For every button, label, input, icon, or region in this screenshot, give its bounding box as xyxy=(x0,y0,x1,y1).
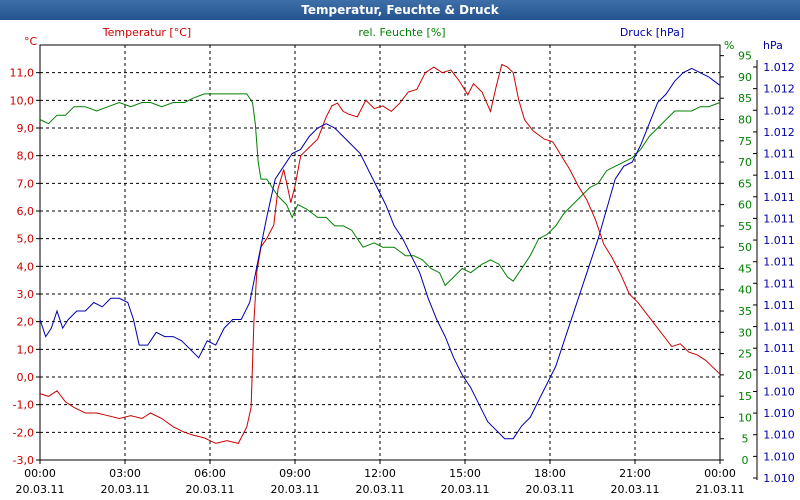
humidity-tick-label: 60 xyxy=(738,199,752,212)
temperature-tick-label: -1,0 xyxy=(13,399,34,412)
temperature-tick-label: 8,0 xyxy=(17,150,35,163)
grid-lines xyxy=(40,45,720,460)
humidity-tick-label: 55 xyxy=(738,220,752,233)
humidity-tick-label: 5 xyxy=(742,433,749,446)
temperature-tick-label: 6,0 xyxy=(17,205,35,218)
humidity-axis-ticks: 0 5 10 15 20 25 30 35 40 45 50 55 60 65 70 75 80 85 90 95 xyxy=(720,50,752,467)
date-tick-label: 20.03.11 xyxy=(16,483,65,496)
time-tick-label: 12:00 xyxy=(364,467,396,480)
pressure-tick-label: 1.010 xyxy=(763,472,795,485)
pressure-tick-label: 1.011 xyxy=(763,256,795,269)
temperature-tick-label: 10,0 xyxy=(10,94,35,107)
pressure-tick-label: 1.012 xyxy=(763,126,795,139)
weather-chart: -3,0 -2,0 -1,0 0,0 1,0 2,0 3,0 4,0 5,0 6,0 7,0 8,0 9… xyxy=(10,26,795,496)
date-tick-label: 20.03.11 xyxy=(441,483,490,496)
humidity-series-line xyxy=(39,93,721,287)
pressure-tick-label: 1.011 xyxy=(763,321,795,334)
pressure-tick-label: 1.011 xyxy=(763,277,795,290)
plot-area xyxy=(39,44,721,461)
pressure-tick-label: 1.010 xyxy=(763,450,795,463)
time-tick-label: 15:00 xyxy=(449,467,481,480)
date-tick-label: 20.03.11 xyxy=(271,483,320,496)
temperature-unit-label: °C xyxy=(24,35,38,48)
temperature-tick-label: 1,0 xyxy=(17,343,35,356)
temperature-tick-label: 9,0 xyxy=(17,122,35,135)
time-tick-label: 21:00 xyxy=(619,467,651,480)
temperature-tick-label: 0,0 xyxy=(17,371,35,384)
humidity-tick-label: 0 xyxy=(742,454,749,467)
window-title: Temperatur, Feuchte & Druck xyxy=(0,0,800,20)
humidity-tick-label: 80 xyxy=(738,113,752,126)
humidity-tick-label: 40 xyxy=(738,284,752,297)
humidity-tick-label: 95 xyxy=(738,50,752,63)
pressure-tick-label: 1.012 xyxy=(763,104,795,117)
date-tick-label: 20.03.11 xyxy=(526,483,575,496)
humidity-axis-title: rel. Feuchte [%] xyxy=(358,26,445,39)
temperature-tick-label: 11,0 xyxy=(10,67,35,80)
temperature-tick-label: 5,0 xyxy=(17,233,35,246)
humidity-tick-label: 45 xyxy=(738,262,752,275)
humidity-tick-label: 70 xyxy=(738,156,752,169)
humidity-unit-label: % xyxy=(724,39,734,52)
pressure-tick-label: 1.011 xyxy=(763,169,795,182)
pressure-tick-label: 1.011 xyxy=(763,148,795,161)
time-tick-label: 09:00 xyxy=(279,467,311,480)
pressure-tick-label: 1.012 xyxy=(763,83,795,96)
date-tick-label: 20.03.11 xyxy=(611,483,660,496)
time-tick-label: 06:00 xyxy=(194,467,226,480)
time-tick-label: 00:00 xyxy=(24,467,56,480)
pressure-tick-label: 1.011 xyxy=(763,364,795,377)
humidity-tick-label: 30 xyxy=(738,326,752,339)
temperature-tick-label: -2,0 xyxy=(13,426,34,439)
pressure-tick-label: 1.012 xyxy=(763,61,795,74)
date-tick-label: 20.03.11 xyxy=(101,483,150,496)
temperature-series-line xyxy=(39,63,721,444)
time-tick-label: 18:00 xyxy=(534,467,566,480)
pressure-tick-label: 1.010 xyxy=(763,407,795,420)
pressure-tick-label: 1.011 xyxy=(763,191,795,204)
pressure-tick-label: 1.011 xyxy=(763,342,795,355)
humidity-tick-label: 75 xyxy=(738,135,752,148)
humidity-tick-label: 35 xyxy=(738,305,752,318)
temperature-tick-label: 3,0 xyxy=(17,288,35,301)
humidity-tick-label: 10 xyxy=(738,411,752,424)
pressure-tick-label: 1.011 xyxy=(763,212,795,225)
date-tick-label: 20.03.11 xyxy=(356,483,405,496)
humidity-tick-label: 20 xyxy=(738,369,752,382)
humidity-tick-label: 25 xyxy=(738,348,752,361)
time-tick-label: 00:00 xyxy=(704,467,736,480)
humidity-tick-label: 90 xyxy=(738,71,752,84)
pressure-series-line xyxy=(39,67,721,440)
pressure-axis-title: Druck [hPa] xyxy=(620,26,684,39)
temperature-tick-label: 2,0 xyxy=(17,316,35,329)
time-tick-label: 03:00 xyxy=(109,467,141,480)
pressure-axis-ticks: 1.010 1.010 1.010 1.010 1.010 1.011 1.011 1.011… xyxy=(753,60,795,485)
temperature-tick-label: 7,0 xyxy=(17,177,35,190)
temperature-axis-title: Temperatur [°C] xyxy=(102,26,191,39)
pressure-tick-label: 1.010 xyxy=(763,429,795,442)
pressure-tick-label: 1.010 xyxy=(763,385,795,398)
temperature-tick-label: -3,0 xyxy=(13,454,34,467)
temperature-axis-ticks: -3,0 -2,0 -1,0 0,0 1,0 2,0 3,0 4,0 5,0 6,0 7,0 8,0 9… xyxy=(10,67,40,467)
humidity-tick-label: 85 xyxy=(738,92,752,105)
time-axis-ticks: 00:00 20.03.11 03:00 20.03.11 06:00 20.03.11 0… xyxy=(16,460,745,496)
date-tick-label: 20.03.11 xyxy=(186,483,235,496)
pressure-unit-label: hPa xyxy=(763,39,783,52)
series-lines xyxy=(39,63,721,444)
humidity-tick-label: 15 xyxy=(738,390,752,403)
date-tick-label: 21.03.11 xyxy=(696,483,745,496)
pressure-tick-label: 1.011 xyxy=(763,234,795,247)
humidity-tick-label: 50 xyxy=(738,241,752,254)
pressure-tick-label: 1.011 xyxy=(763,299,795,312)
humidity-tick-label: 65 xyxy=(738,177,752,190)
temperature-tick-label: 4,0 xyxy=(17,260,35,273)
